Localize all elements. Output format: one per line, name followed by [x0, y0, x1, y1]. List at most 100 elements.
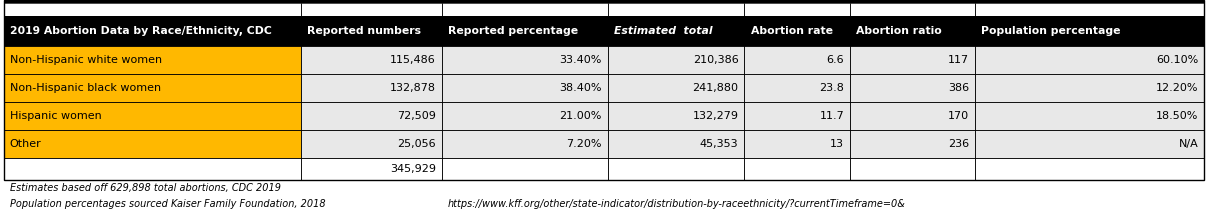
Text: 33.40%: 33.40% [559, 55, 602, 65]
Bar [608, 16, 744, 46]
Bar [744, 74, 850, 102]
Bar [975, 3, 1204, 16]
Text: https://www.kff.org/other/state-indicator/distribution-by-raceethnicity/?current: https://www.kff.org/other/state-indicato… [448, 199, 906, 209]
Bar [302, 46, 442, 74]
Text: 25,056: 25,056 [397, 139, 436, 149]
Text: 132,279: 132,279 [692, 111, 738, 121]
Bar [442, 46, 608, 74]
Text: Reported percentage: Reported percentage [448, 26, 579, 36]
Bar [442, 130, 608, 158]
Bar [850, 158, 975, 180]
Bar [975, 3, 1204, 16]
Bar [744, 158, 850, 180]
Bar [608, 3, 744, 16]
Bar [744, 3, 850, 16]
Bar [442, 3, 608, 16]
Bar [302, 3, 442, 16]
Bar [608, 158, 744, 180]
Bar [744, 102, 850, 130]
Bar [4, 0, 1204, 180]
Text: 386: 386 [948, 83, 969, 93]
Text: 6.6: 6.6 [826, 55, 844, 65]
Bar [975, 158, 1204, 180]
Bar [4, 16, 302, 46]
Bar [302, 102, 442, 130]
Text: 7.20%: 7.20% [567, 139, 602, 149]
Bar [975, 158, 1204, 180]
Text: Abortion ratio: Abortion ratio [856, 26, 942, 36]
Bar [4, 3, 302, 16]
Bar [850, 74, 975, 102]
Bar [975, 16, 1204, 46]
Text: Estimated  total: Estimated total [614, 26, 713, 36]
Bar [975, 102, 1204, 130]
Bar [975, 102, 1204, 130]
Bar [850, 3, 975, 16]
Bar [608, 46, 744, 74]
Text: Estimates based off 629,898 total abortions, CDC 2019: Estimates based off 629,898 total aborti… [10, 183, 280, 193]
Bar [975, 130, 1204, 158]
Bar [302, 16, 442, 46]
Bar [442, 102, 608, 130]
Bar [302, 158, 442, 180]
Bar [442, 102, 608, 130]
Bar [744, 130, 850, 158]
Text: 345,929: 345,929 [390, 164, 436, 174]
Text: 23.8: 23.8 [819, 83, 844, 93]
Text: 72,509: 72,509 [397, 111, 436, 121]
Text: Abortion rate: Abortion rate [750, 26, 832, 36]
Text: 132,878: 132,878 [390, 83, 436, 93]
Text: Non-Hispanic white women: Non-Hispanic white women [10, 55, 162, 65]
Bar [302, 3, 442, 16]
Bar [975, 130, 1204, 158]
Bar [4, 158, 302, 180]
Bar [608, 130, 744, 158]
Bar [442, 74, 608, 102]
Bar [302, 158, 442, 180]
Bar [4, 130, 302, 158]
Text: 13: 13 [830, 139, 844, 149]
Bar [302, 130, 442, 158]
Bar [975, 74, 1204, 102]
Text: N/A: N/A [1179, 139, 1198, 149]
Text: 115,486: 115,486 [390, 55, 436, 65]
Bar [975, 46, 1204, 74]
Bar [442, 158, 608, 180]
Bar [850, 102, 975, 130]
Text: 18.50%: 18.50% [1156, 111, 1198, 121]
Text: 170: 170 [948, 111, 969, 121]
Text: 236: 236 [948, 139, 969, 149]
Bar [442, 158, 608, 180]
Bar [4, 102, 302, 130]
Bar [850, 102, 975, 130]
Bar [850, 130, 975, 158]
Text: 241,880: 241,880 [692, 83, 738, 93]
Bar [442, 16, 608, 46]
Bar [850, 130, 975, 158]
Bar [4, 130, 302, 158]
Bar [302, 74, 442, 102]
Text: 21.00%: 21.00% [559, 111, 602, 121]
Bar [4, 0, 1204, 3]
Bar [850, 158, 975, 180]
Text: 210,386: 210,386 [692, 55, 738, 65]
Bar [975, 16, 1204, 46]
Bar [850, 16, 975, 46]
Bar [744, 16, 850, 46]
Bar [744, 46, 850, 74]
Bar [850, 46, 975, 74]
Bar [608, 102, 744, 130]
Text: Hispanic women: Hispanic women [10, 111, 101, 121]
Bar [608, 46, 744, 74]
Bar [302, 102, 442, 130]
Bar [608, 74, 744, 102]
Text: 38.40%: 38.40% [559, 83, 602, 93]
Text: Non-Hispanic black women: Non-Hispanic black women [10, 83, 161, 93]
Bar [850, 16, 975, 46]
Bar [442, 130, 608, 158]
Text: 2019 Abortion Data by Race/Ethnicity, CDC: 2019 Abortion Data by Race/Ethnicity, CD… [10, 26, 272, 36]
Bar [4, 74, 302, 102]
Bar [744, 130, 850, 158]
Bar [4, 46, 302, 74]
Bar [744, 158, 850, 180]
